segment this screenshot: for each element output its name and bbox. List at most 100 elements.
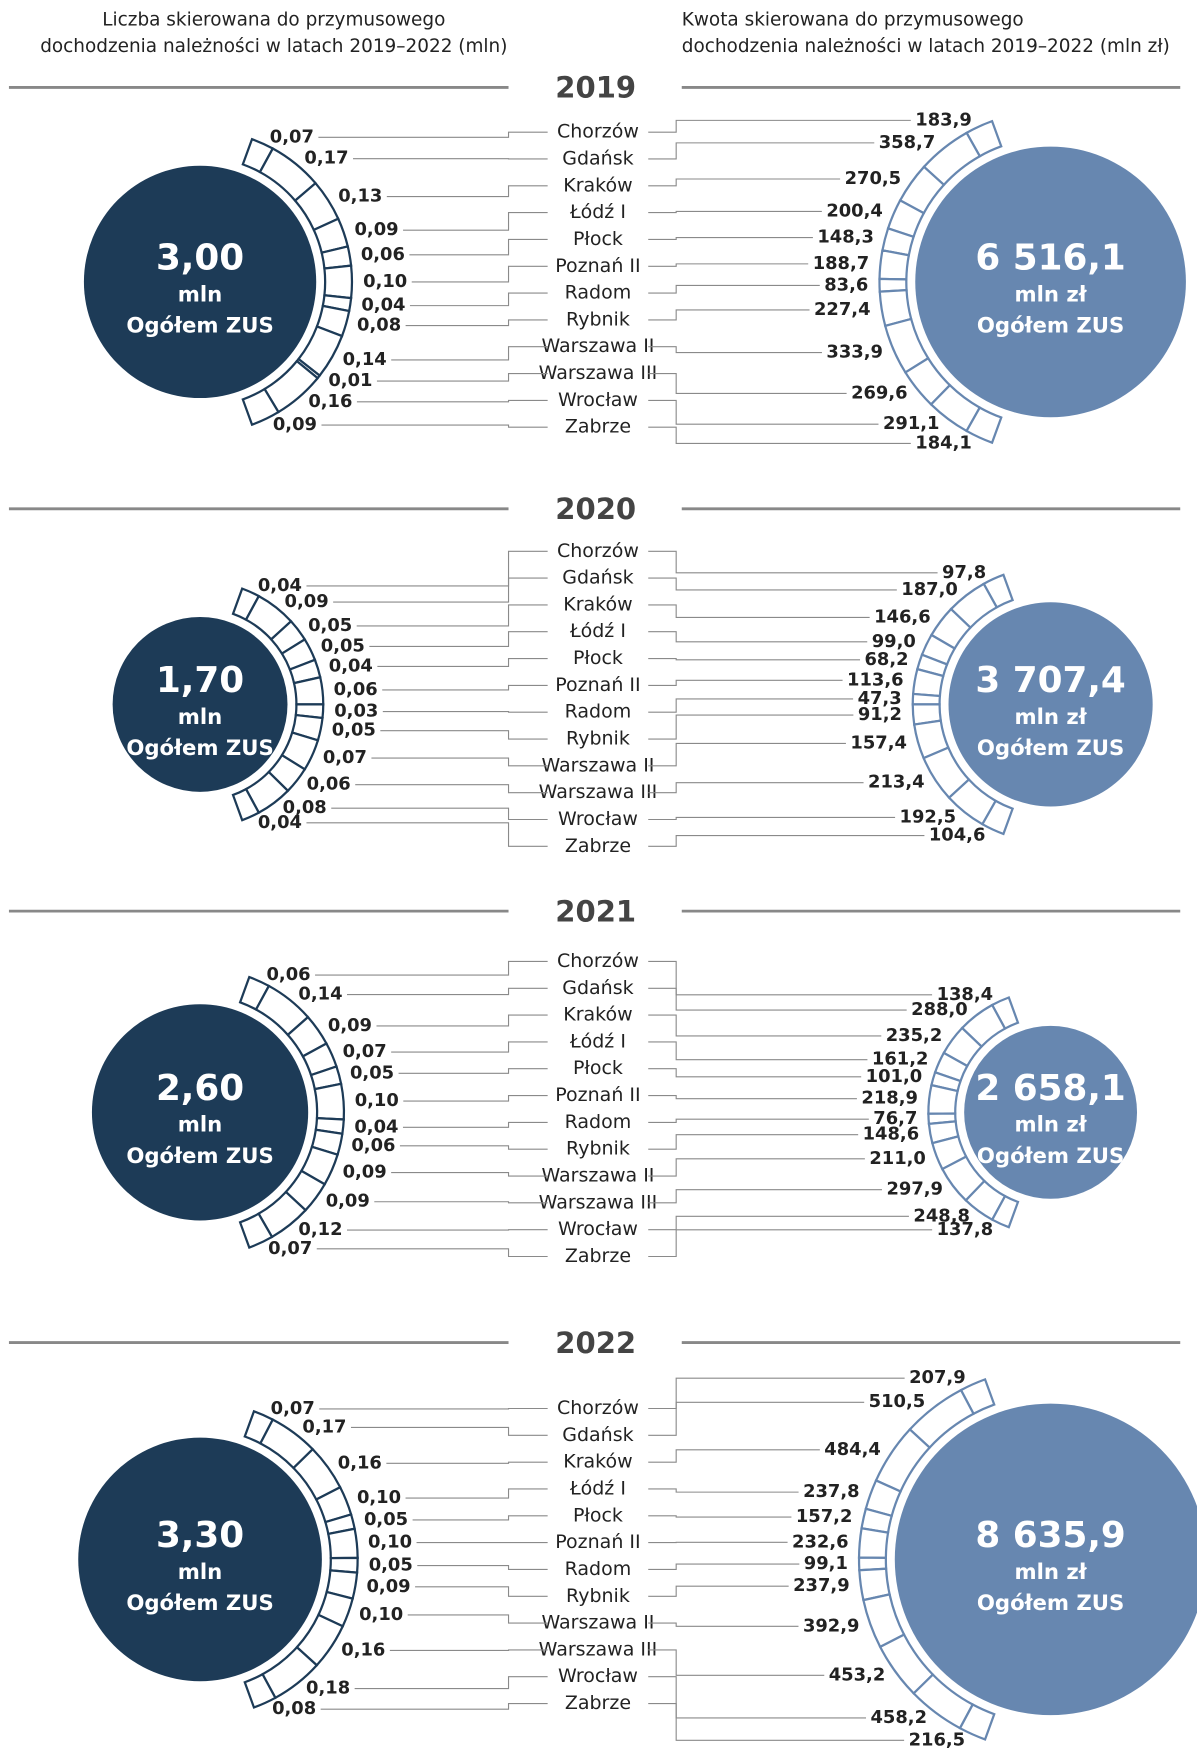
value-label: 146,6 xyxy=(874,606,931,627)
region-label: Wrocław xyxy=(558,1218,638,1240)
leader-line xyxy=(318,131,548,138)
leader-line xyxy=(648,1585,789,1597)
leader-line xyxy=(389,1649,548,1652)
value-label: 0,08 xyxy=(272,1698,316,1719)
value-label: 47,3 xyxy=(858,688,902,709)
value-label: 76,7 xyxy=(873,1108,917,1129)
region-label: Płock xyxy=(573,1057,623,1079)
total-value: 6 516,1 xyxy=(975,238,1125,279)
value-label: 0,03 xyxy=(334,701,378,722)
leader-line xyxy=(648,1563,800,1570)
region-label: Wrocław xyxy=(558,808,638,830)
value-label: 0,14 xyxy=(343,349,387,370)
leader-line xyxy=(648,631,868,643)
total-circle xyxy=(915,146,1186,418)
total-value: 3,30 xyxy=(156,1515,244,1556)
value-label: 113,6 xyxy=(847,669,904,690)
value-label: 291,1 xyxy=(883,413,940,434)
leader-line xyxy=(320,1703,548,1710)
value-label: 0,05 xyxy=(332,720,376,741)
value-label: 269,6 xyxy=(851,382,908,403)
leader-line xyxy=(415,1586,548,1597)
region-label: Warszawa III xyxy=(539,1638,658,1660)
leader-line xyxy=(648,742,846,767)
value-label: 0,05 xyxy=(350,1062,394,1083)
total-value: 8 635,9 xyxy=(975,1515,1125,1556)
region-label: Poznań II xyxy=(555,1531,640,1553)
segment xyxy=(327,1527,359,1560)
leader-line xyxy=(648,210,822,214)
leader-line xyxy=(648,426,911,444)
leader-line xyxy=(398,1068,548,1074)
leader-line xyxy=(648,263,809,267)
leader-line xyxy=(399,1145,548,1150)
leader-line xyxy=(382,711,548,713)
value-label: 0,06 xyxy=(361,244,405,265)
value-label: 270,5 xyxy=(845,168,902,189)
segment xyxy=(990,1194,1020,1229)
value-label: 148,3 xyxy=(817,227,874,248)
region-label: Rybnik xyxy=(566,1585,630,1607)
leader-line xyxy=(409,238,548,256)
leader-line xyxy=(412,1515,548,1521)
leader-line xyxy=(648,1189,882,1204)
value-label: 213,4 xyxy=(868,772,925,793)
total-value: 1,70 xyxy=(156,660,244,701)
value-label: 297,9 xyxy=(886,1179,943,1200)
total-caption: Ogółem ZUS xyxy=(977,314,1124,339)
leader-line xyxy=(369,631,548,647)
leader-line xyxy=(354,1676,548,1690)
total-unit: mln xyxy=(178,1113,223,1138)
region-label: Rybnik xyxy=(566,728,630,750)
value-label: 157,2 xyxy=(796,1506,853,1527)
value-label: 0,09 xyxy=(326,1191,370,1212)
segment xyxy=(238,1212,274,1249)
leader-line xyxy=(648,782,864,794)
value-label: 161,2 xyxy=(872,1049,929,1070)
segment xyxy=(231,787,261,822)
leader-line xyxy=(648,577,897,591)
region-label: Zabrze xyxy=(565,1245,631,1267)
value-label: 68,2 xyxy=(865,649,909,670)
leader-line xyxy=(403,1095,548,1102)
leader-line xyxy=(386,1461,548,1464)
value-label: 0,04 xyxy=(258,812,302,833)
value-label: 0,16 xyxy=(338,1452,382,1473)
segment xyxy=(878,249,911,281)
total-caption: Ogółem ZUS xyxy=(977,736,1124,761)
leader-line xyxy=(386,185,548,198)
leader-line xyxy=(403,212,548,231)
leader-line xyxy=(648,1215,909,1231)
region-label: Gdańsk xyxy=(562,977,633,999)
value-label: 97,8 xyxy=(942,562,986,583)
value-label: 157,4 xyxy=(850,732,907,753)
leader-line xyxy=(648,1134,859,1150)
total-unit: mln zł xyxy=(1015,705,1088,730)
value-label: 0,05 xyxy=(369,1555,413,1576)
value-label: 0,07 xyxy=(343,1041,387,1062)
total-caption: Ogółem ZUS xyxy=(977,1591,1124,1616)
leader-line xyxy=(355,784,548,794)
total-circle xyxy=(83,165,317,399)
leader-line xyxy=(409,292,548,307)
value-label: 0,04 xyxy=(361,295,405,316)
value-label: 216,5 xyxy=(909,1729,966,1750)
leader-line xyxy=(321,424,548,428)
total-unit: mln zł xyxy=(1015,282,1088,307)
value-label: 0,01 xyxy=(328,370,372,391)
year: 2022 xyxy=(555,1326,636,1360)
year: 2021 xyxy=(555,894,636,928)
value-label: 0,09 xyxy=(328,1015,372,1036)
region-label: Poznań II xyxy=(555,255,640,277)
leader-line xyxy=(306,822,548,847)
leader-line xyxy=(648,658,861,661)
value-label: 392,9 xyxy=(803,1615,860,1636)
segment xyxy=(980,799,1015,836)
value-label: 91,2 xyxy=(858,704,902,725)
leader-line xyxy=(402,1121,548,1128)
leader-line xyxy=(347,987,548,996)
value-label: 484,4 xyxy=(824,1439,881,1460)
leader-line xyxy=(648,1377,905,1410)
leader-line xyxy=(380,730,548,740)
value-label: 232,6 xyxy=(792,1531,849,1552)
